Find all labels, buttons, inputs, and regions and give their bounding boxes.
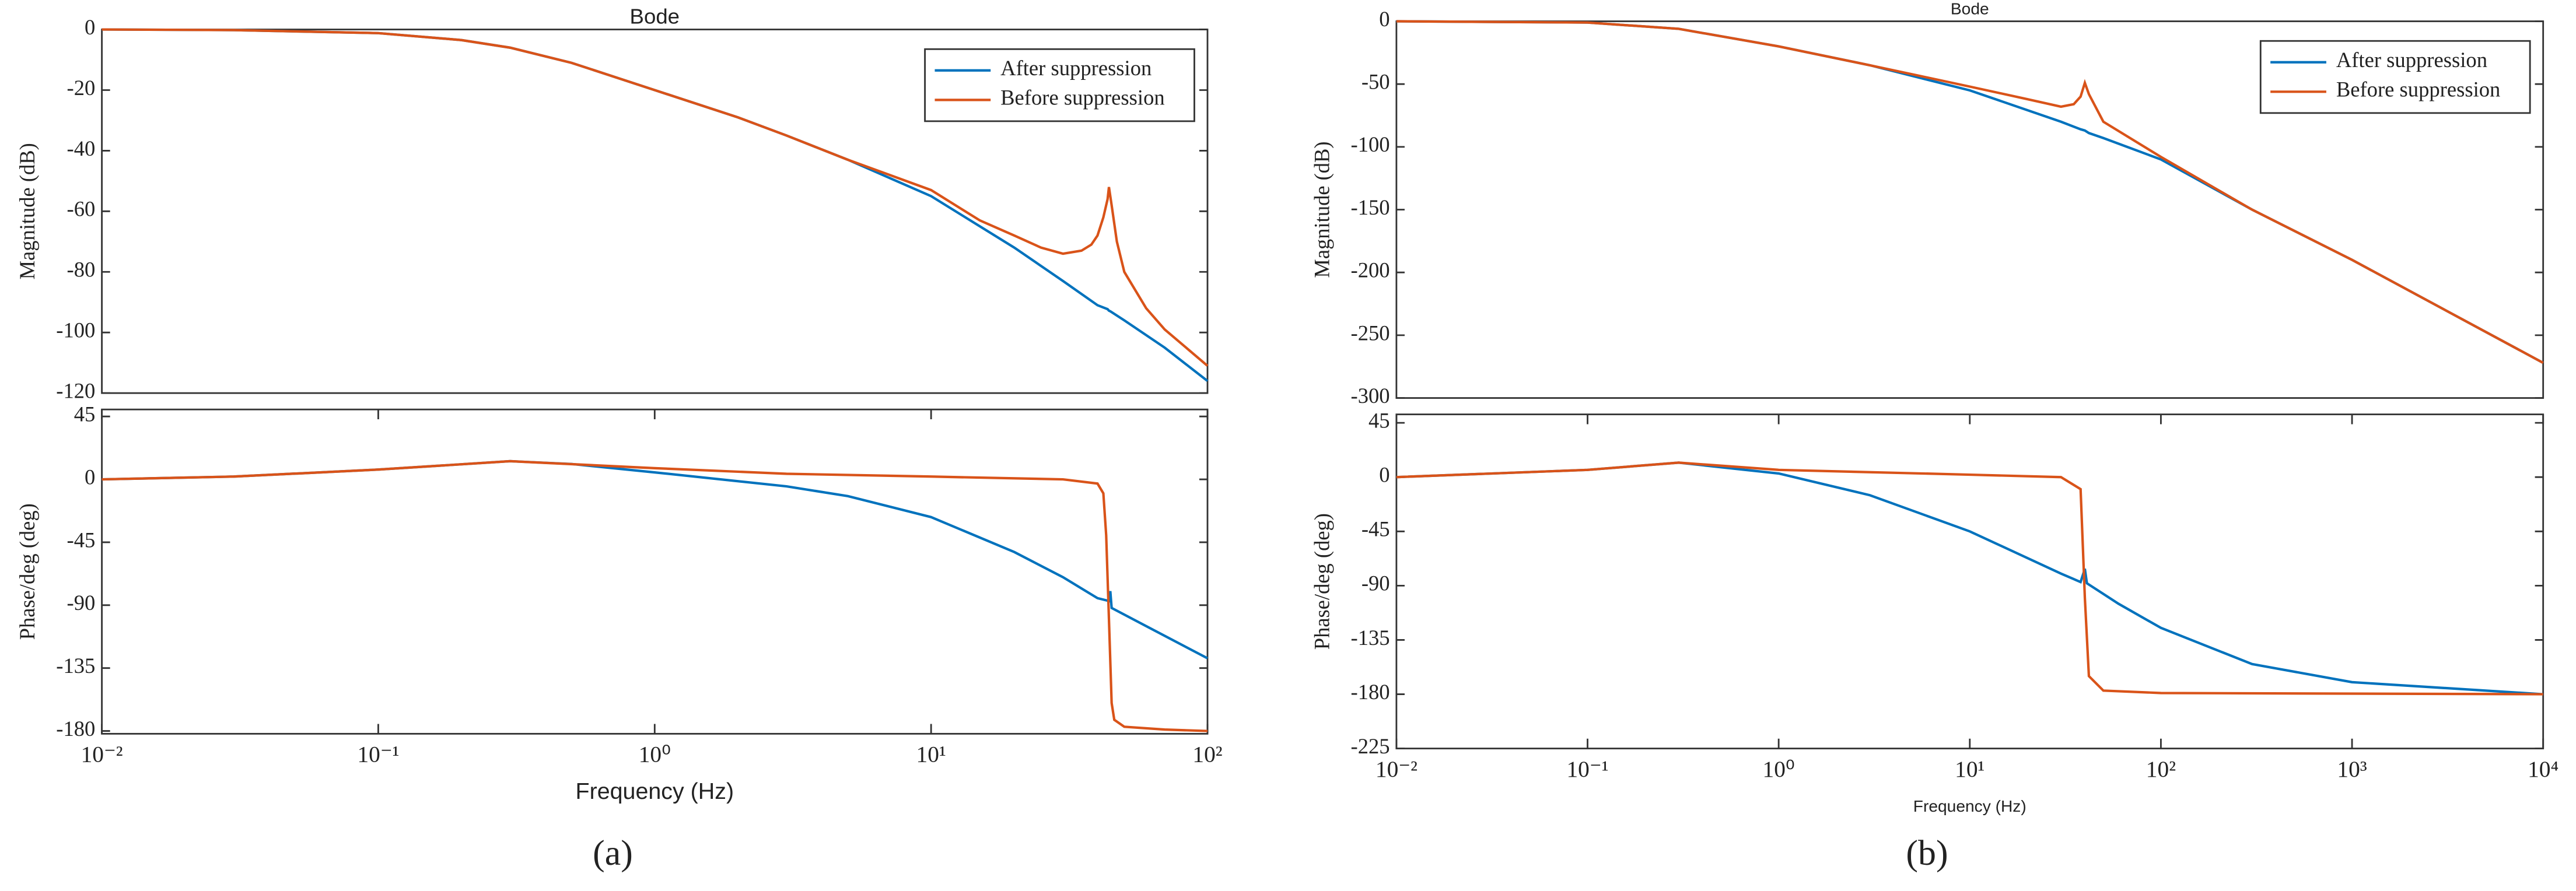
caption: (b) (1906, 833, 1948, 873)
legend-label: Before suppression (2336, 78, 2501, 101)
y-tick-label: -250 (1351, 321, 1390, 345)
y-tick-label: -80 (67, 258, 96, 282)
plot-area (1395, 413, 2544, 750)
caption: (a) (593, 833, 633, 873)
series-line (1396, 20, 2544, 364)
chart-title: Bode (1951, 0, 1989, 17)
x-tick-label: 10⁰ (1763, 756, 1795, 782)
plot-area (101, 408, 1209, 735)
x-tick-label: 10⁻² (81, 742, 123, 767)
y-axis-label: Phase/deg (deg) (1310, 513, 1334, 650)
x-tick-label: 10⁰ (639, 742, 671, 767)
y-tick-label: -100 (56, 318, 95, 342)
y-tick-label: -135 (56, 654, 95, 678)
y-tick-label: 0 (85, 15, 95, 39)
x-tick-label: 10⁴ (2528, 756, 2558, 782)
y-axis-label: Magnitude (dB) (15, 143, 39, 279)
y-tick-label: -90 (1362, 571, 1390, 595)
y-tick-label: -90 (67, 591, 96, 615)
series-line (102, 459, 1208, 732)
legend-label: After suppression (2336, 48, 2487, 72)
y-tick-label: 0 (1379, 7, 1390, 31)
y-tick-label: 0 (85, 465, 95, 489)
y-tick-label: -20 (67, 76, 96, 100)
x-tick-label: 10¹ (916, 742, 946, 767)
y-axis-label: Phase/deg (deg) (15, 503, 39, 640)
y-tick-label: -300 (1351, 384, 1390, 408)
x-tick-label: 10² (2146, 756, 2176, 782)
y-tick-label: -100 (1351, 132, 1390, 156)
y-tick-label: -40 (67, 136, 96, 160)
x-tick-label: 10¹ (1955, 756, 1985, 782)
legend-box (2259, 40, 2531, 114)
y-tick-label: -225 (1351, 734, 1390, 758)
y-tick-label: -45 (67, 528, 96, 552)
x-tick-label: 10³ (2337, 756, 2367, 782)
y-tick-label: -180 (1351, 680, 1390, 704)
y-tick-label: 45 (74, 402, 96, 426)
legend-label: After suppression (1000, 56, 1152, 80)
x-axis-label: Frequency (Hz) (1913, 797, 2027, 815)
x-axis-label: Frequency (Hz) (576, 778, 734, 804)
x-tick-label: 10⁻¹ (357, 742, 399, 767)
x-tick-label: 10² (1192, 742, 1222, 767)
legend-label: Before suppression (1000, 86, 1165, 110)
x-tick-label: 10⁻¹ (1566, 756, 1608, 782)
y-tick-label: -45 (1362, 517, 1390, 541)
y-tick-label: 45 (1368, 409, 1390, 433)
chart-title: Bode (630, 5, 680, 29)
y-tick-label: -200 (1351, 258, 1390, 282)
series-line (102, 28, 1209, 367)
y-tick-label: -60 (67, 197, 96, 221)
series-line (1396, 461, 2543, 696)
x-tick-label: 10⁻² (1376, 756, 1418, 782)
y-tick-label: -180 (56, 717, 95, 741)
y-tick-label: -50 (1362, 70, 1390, 94)
y-tick-label: -135 (1351, 626, 1390, 650)
y-tick-label: -150 (1351, 195, 1390, 219)
legend-box (924, 48, 1195, 122)
y-axis-label: Magnitude (dB) (1310, 141, 1334, 278)
y-tick-label: 0 (1379, 463, 1390, 487)
y-tick-label: -120 (56, 379, 95, 403)
